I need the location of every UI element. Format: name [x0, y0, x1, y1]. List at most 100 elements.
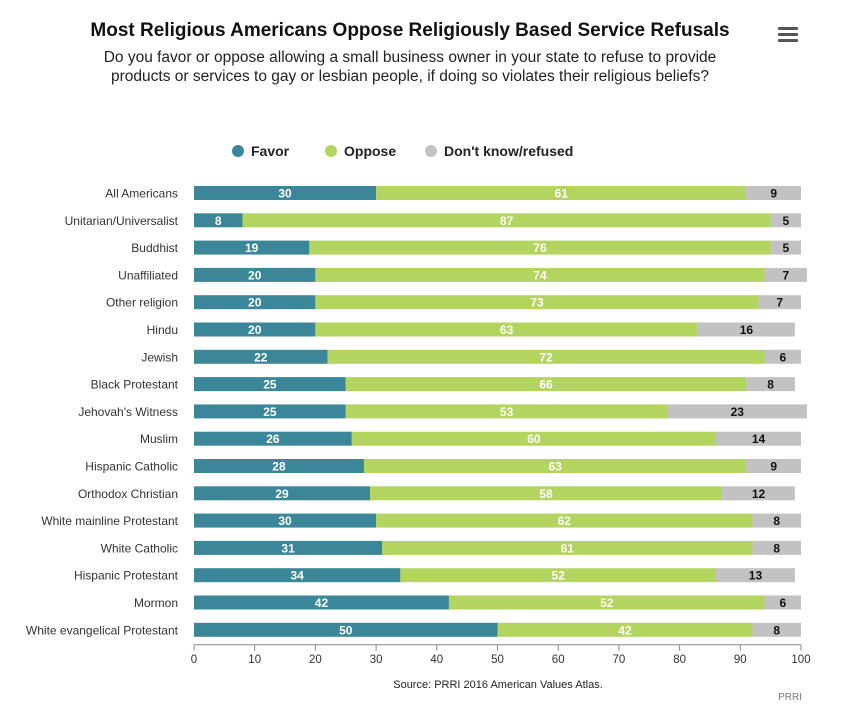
data-label-oppose: 61: [561, 541, 575, 555]
x-tick-label: 30: [370, 654, 383, 666]
bar-oppose: [315, 295, 759, 310]
bar-don-t-know-refused: [746, 377, 795, 392]
data-label-don-t-know-refused: 14: [752, 432, 766, 446]
data-label-favor: 25: [263, 405, 277, 419]
bar-don-t-know-refused: [758, 295, 801, 310]
data-label-oppose: 63: [500, 323, 514, 337]
bar-oppose: [345, 404, 668, 419]
category-label: Mormon: [134, 596, 178, 610]
bar-favor: [194, 267, 316, 282]
chart-subtitle: Do you favor or oppose allowing a small …: [0, 48, 820, 86]
bar-don-t-know-refused: [752, 622, 801, 637]
x-tick-label: 50: [491, 654, 504, 666]
bar-favor: [194, 622, 498, 637]
data-label-don-t-know-refused: 8: [773, 541, 780, 555]
bar-favor: [194, 186, 377, 200]
data-label-favor: 42: [315, 596, 329, 610]
category-label: Black Protestant: [91, 378, 179, 392]
category-label: Jewish: [141, 350, 178, 364]
category-label: Buddhist: [131, 241, 178, 255]
category-label: White Catholic: [101, 541, 178, 555]
data-label-favor: 34: [291, 569, 305, 583]
bar-oppose: [382, 540, 753, 555]
bar-don-t-know-refused: [764, 349, 801, 364]
data-label-don-t-know-refused: 23: [731, 405, 745, 419]
bar-favor: [194, 404, 346, 419]
category-label: Other religion: [106, 296, 178, 310]
data-label-oppose: 62: [558, 514, 572, 528]
data-label-don-t-know-refused: 6: [779, 350, 786, 364]
bar-favor: [194, 295, 316, 310]
data-label-oppose: 61: [555, 187, 569, 201]
x-tick-label: 80: [673, 654, 686, 666]
data-label-don-t-know-refused: 9: [770, 460, 777, 474]
data-label-favor: 19: [245, 241, 259, 255]
bar-don-t-know-refused: [716, 431, 801, 446]
data-label-favor: 50: [339, 623, 353, 637]
bar-favor: [194, 486, 371, 501]
x-tick-label: 40: [430, 654, 443, 666]
bar-oppose: [315, 322, 698, 337]
data-label-oppose: 63: [548, 460, 562, 474]
bar-don-t-know-refused: [722, 486, 795, 501]
data-label-oppose: 42: [618, 623, 632, 637]
bar-favor: [194, 240, 310, 255]
data-label-favor: 20: [248, 323, 262, 337]
data-label-favor: 28: [272, 460, 286, 474]
data-label-oppose: 52: [552, 569, 566, 583]
x-tick-label: 70: [613, 654, 626, 666]
x-tick-label: 10: [248, 654, 261, 666]
bar-don-t-know-refused: [752, 540, 801, 555]
data-label-favor: 30: [278, 514, 292, 528]
subtitle-line-1: Do you favor or oppose allowing a small …: [103, 49, 717, 66]
data-label-don-t-know-refused: 5: [782, 214, 789, 228]
bar-oppose: [376, 513, 753, 528]
data-label-don-t-know-refused: 7: [776, 296, 783, 310]
data-label-don-t-know-refused: 5: [782, 241, 789, 255]
x-tick-label: 100: [791, 654, 810, 666]
data-label-don-t-know-refused: 6: [779, 596, 786, 610]
legend-marker-don-t-know-refused: [425, 145, 437, 157]
credit-label: PRRI: [778, 692, 802, 703]
data-label-don-t-know-refused: 16: [740, 323, 754, 337]
category-label: Hindu: [147, 323, 178, 337]
data-label-favor: 26: [266, 432, 280, 446]
bar-don-t-know-refused: [716, 568, 795, 583]
data-label-oppose: 72: [539, 350, 553, 364]
legend-label-favor: Favor: [251, 143, 290, 159]
bar-favor: [194, 431, 352, 446]
source-note: Source: PRRI 2016 American Values Atlas.: [393, 679, 603, 691]
bar-oppose: [448, 595, 765, 610]
bar-don-t-know-refused: [667, 404, 808, 419]
legend-label-don-t-know-refused: Don't know/refused: [444, 143, 573, 159]
bar-don-t-know-refused: [752, 513, 801, 528]
data-label-oppose: 76: [533, 241, 547, 255]
data-label-favor: 30: [278, 187, 292, 201]
category-label: Jehovah's Witness: [78, 405, 178, 419]
data-label-oppose: 73: [530, 296, 544, 310]
data-label-favor: 20: [248, 296, 262, 310]
data-label-oppose: 66: [539, 378, 553, 392]
bar-don-t-know-refused: [746, 459, 801, 473]
category-label: Unaffiliated: [118, 268, 178, 282]
bar-oppose: [376, 186, 747, 200]
data-label-don-t-know-refused: 12: [752, 487, 766, 501]
x-tick-label: 60: [552, 654, 565, 666]
legend-marker-oppose: [325, 145, 337, 157]
data-label-oppose: 74: [533, 268, 547, 282]
data-label-don-t-know-refused: 8: [773, 514, 780, 528]
bar-favor: [194, 459, 364, 473]
data-label-don-t-know-refused: 9: [770, 187, 777, 201]
bar-oppose: [370, 486, 723, 501]
data-label-favor: 31: [281, 541, 295, 555]
data-label-don-t-know-refused: 7: [782, 268, 789, 282]
bar-oppose: [497, 622, 753, 637]
data-label-favor: 29: [275, 487, 289, 501]
data-label-don-t-know-refused: 13: [749, 569, 763, 583]
data-label-oppose: 52: [600, 596, 614, 610]
category-label: White evangelical Protestant: [26, 623, 179, 637]
bar-oppose: [345, 377, 747, 392]
hamburger-menu-icon[interactable]: [778, 27, 798, 43]
data-label-don-t-know-refused: 8: [767, 378, 774, 392]
